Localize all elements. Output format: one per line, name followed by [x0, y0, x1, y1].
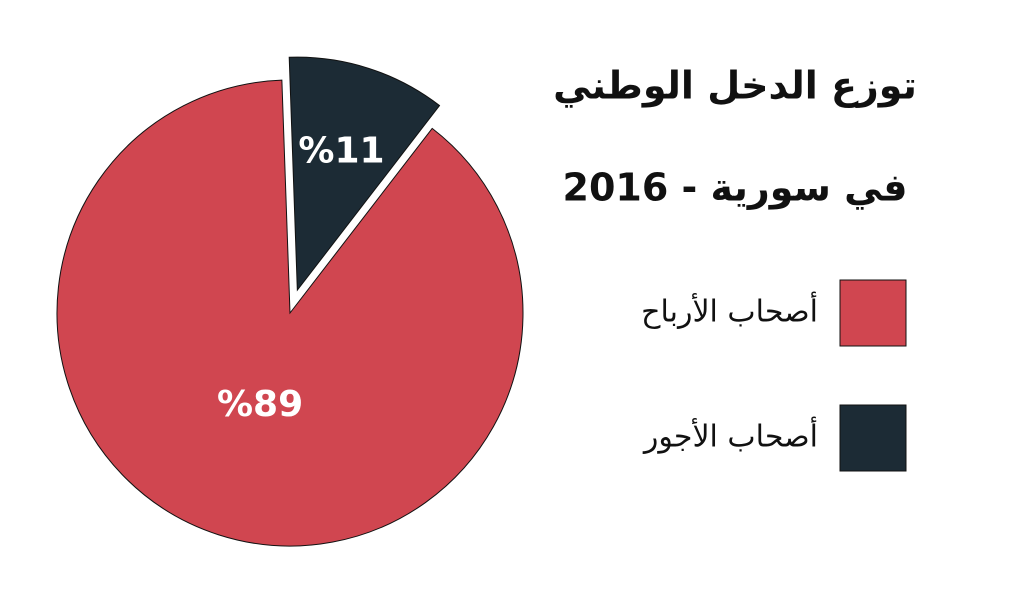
chart-title: في سورية - 2016: [563, 166, 908, 210]
pie-slice: [56, 79, 524, 547]
chart-title: توزع الدخل الوطني: [553, 64, 917, 108]
value-label: %11: [298, 131, 384, 172]
legend-label: أصحاب الأرباح: [641, 291, 818, 330]
legend-swatch: [839, 279, 907, 347]
legend-label: أصحاب الأجور: [642, 416, 818, 455]
pie-slice: [288, 56, 441, 292]
value-label: %89: [217, 384, 303, 425]
legend-swatch: [839, 404, 907, 472]
